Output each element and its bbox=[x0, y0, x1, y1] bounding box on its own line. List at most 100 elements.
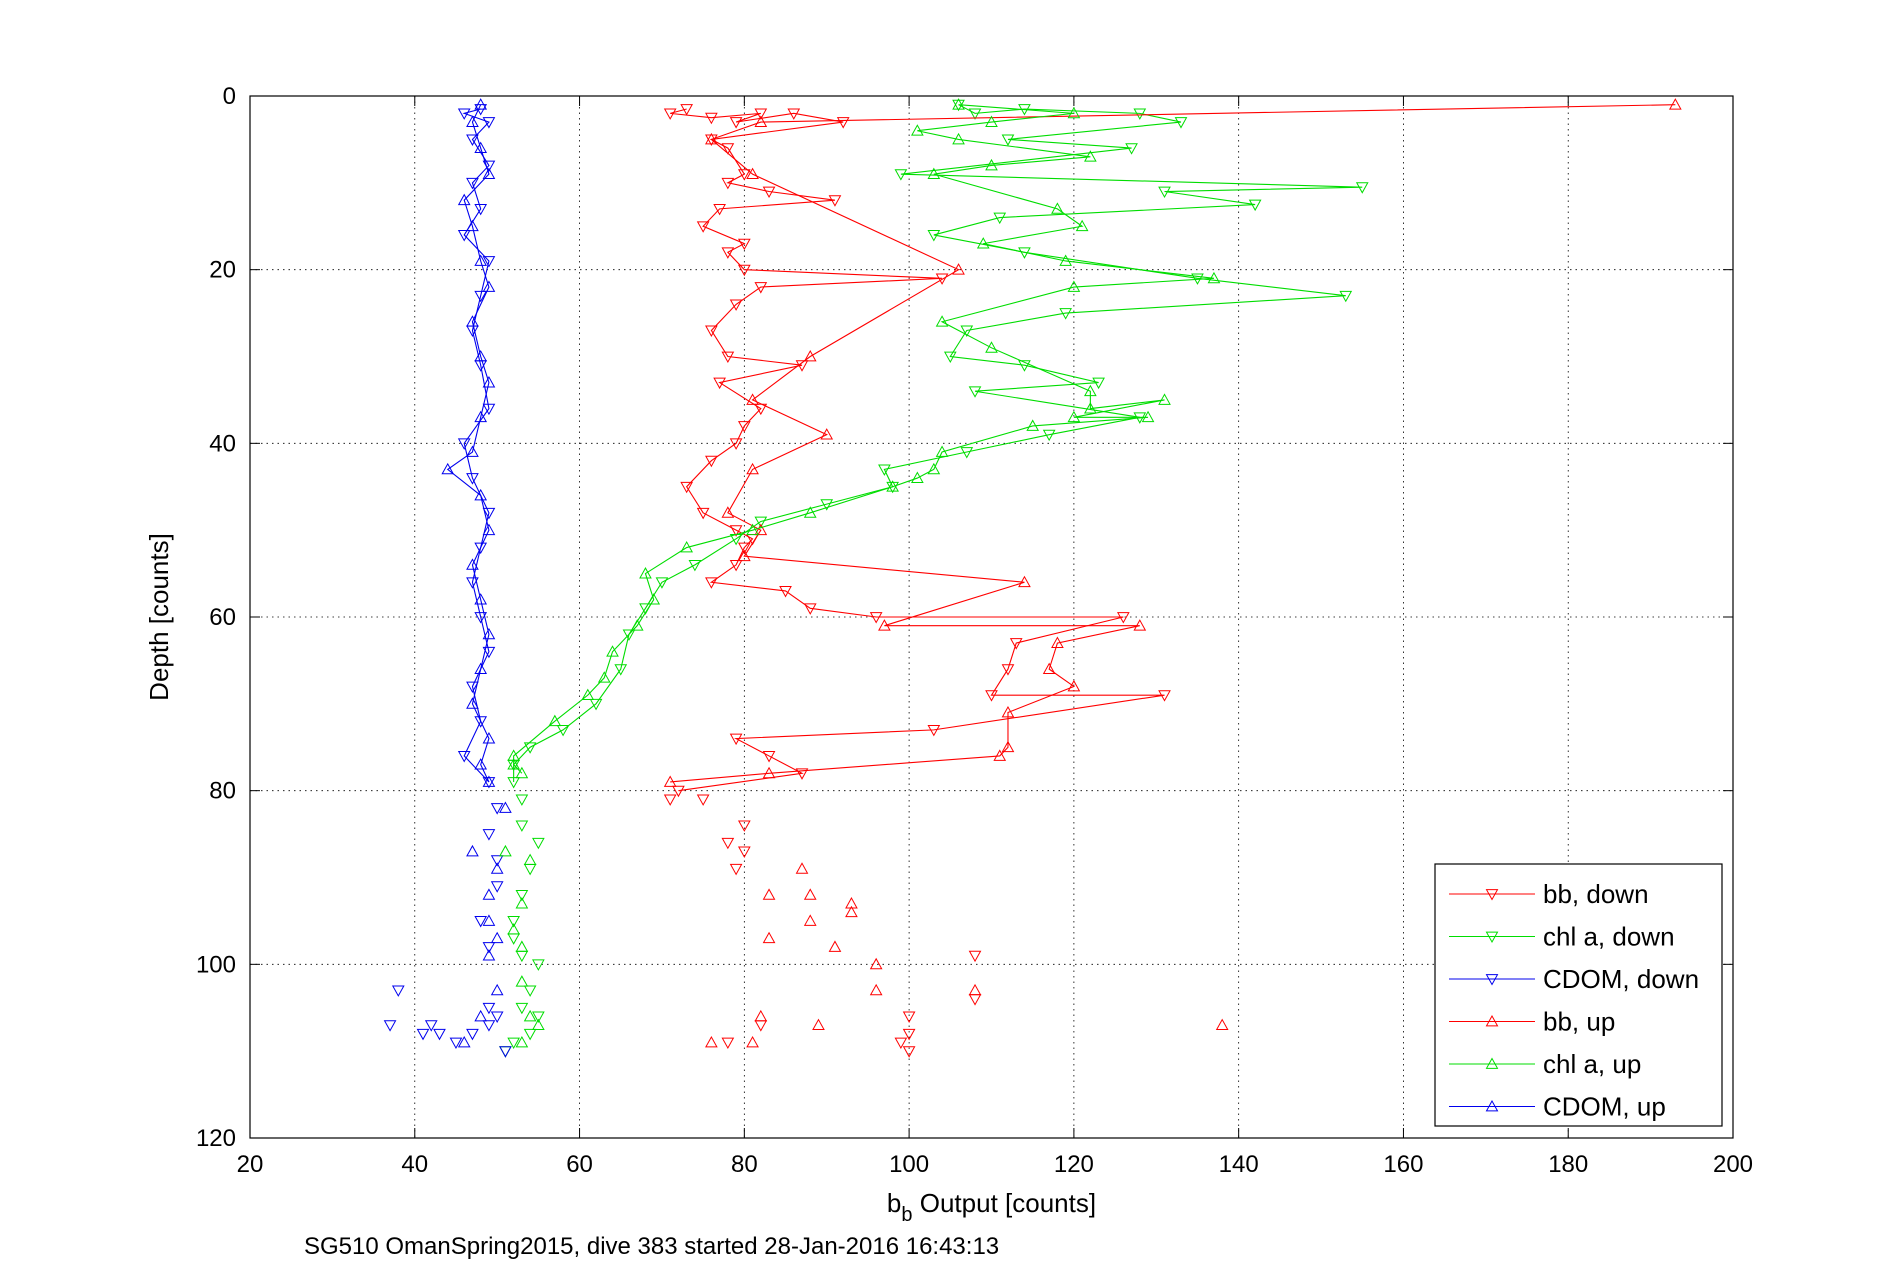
data-point bbox=[532, 1011, 545, 1023]
data-point bbox=[424, 1020, 438, 1032]
data-point bbox=[1067, 679, 1081, 692]
data-point bbox=[466, 577, 479, 589]
data-point bbox=[696, 507, 710, 520]
series-line-bb-up bbox=[670, 104, 1676, 783]
data-point bbox=[729, 733, 743, 746]
data-point bbox=[383, 1020, 397, 1032]
legend-marker-cdom-up bbox=[1485, 1099, 1499, 1112]
data-point bbox=[1668, 98, 1682, 110]
data-point bbox=[869, 612, 883, 624]
data-point bbox=[663, 108, 677, 120]
data-point bbox=[762, 766, 776, 779]
data-point bbox=[828, 940, 842, 952]
data-point bbox=[490, 855, 504, 867]
data-point bbox=[466, 473, 479, 485]
data-point bbox=[466, 445, 479, 457]
data-point bbox=[911, 124, 924, 136]
data-point bbox=[911, 471, 924, 483]
data-point bbox=[1001, 740, 1015, 753]
data-point bbox=[737, 542, 751, 555]
data-point bbox=[466, 134, 479, 146]
data-point bbox=[845, 905, 858, 918]
data-point bbox=[960, 325, 974, 337]
data-point bbox=[729, 117, 743, 129]
data-point bbox=[985, 341, 998, 353]
data-point bbox=[1042, 662, 1056, 674]
data-point bbox=[762, 186, 776, 199]
data-point bbox=[548, 714, 562, 727]
data-point bbox=[474, 141, 488, 153]
data-point bbox=[713, 203, 726, 216]
data-point bbox=[490, 803, 504, 815]
data-point bbox=[1215, 1018, 1229, 1031]
data-point bbox=[1355, 182, 1369, 194]
data-point bbox=[1174, 117, 1188, 129]
legend-marker-cdom-down bbox=[1485, 974, 1499, 986]
data-point bbox=[482, 777, 496, 789]
data-point bbox=[523, 985, 537, 997]
data-point bbox=[729, 525, 743, 537]
data-point bbox=[705, 455, 718, 468]
series-bb-down bbox=[663, 104, 1171, 1058]
series-line-bb-down bbox=[670, 108, 1165, 792]
data-point bbox=[1001, 664, 1015, 676]
data-point bbox=[795, 768, 809, 780]
data-point bbox=[754, 523, 768, 536]
legend-label-bb-up: bb, up bbox=[1543, 1007, 1615, 1037]
data-point bbox=[672, 785, 685, 798]
data-point bbox=[490, 931, 504, 944]
data-point bbox=[466, 558, 479, 570]
data-point bbox=[927, 230, 941, 242]
data-point bbox=[515, 897, 529, 909]
data-point bbox=[746, 393, 759, 405]
data-point bbox=[927, 462, 941, 475]
data-point bbox=[532, 1018, 545, 1031]
data-point bbox=[1084, 384, 1097, 397]
legend-marker-chl-a-down bbox=[1485, 931, 1499, 944]
data-point bbox=[869, 983, 883, 996]
data-point bbox=[729, 560, 743, 572]
legend-box bbox=[1434, 863, 1723, 1127]
data-point bbox=[737, 820, 751, 832]
data-point bbox=[482, 256, 496, 268]
data-point bbox=[622, 629, 636, 641]
data-point bbox=[482, 403, 496, 416]
data-point bbox=[1133, 108, 1147, 120]
data-point bbox=[515, 1035, 529, 1048]
y-tick-label: 120 bbox=[196, 1125, 236, 1152]
data-point bbox=[803, 888, 817, 900]
series-chl-a-up bbox=[499, 98, 1221, 1048]
data-point bbox=[721, 837, 735, 850]
data-point bbox=[482, 167, 496, 180]
data-point bbox=[960, 447, 974, 459]
series-layer bbox=[383, 98, 1682, 1058]
legend-label-cdom-up: CDOM, up bbox=[1543, 1092, 1666, 1122]
data-point bbox=[474, 1009, 488, 1022]
data-point bbox=[1067, 410, 1081, 423]
data-point bbox=[482, 888, 496, 900]
x-tick-label: 160 bbox=[1383, 1151, 1423, 1178]
data-point bbox=[1158, 186, 1171, 199]
series-chl-a-down bbox=[499, 99, 1369, 1058]
legend-label-chl-a-down: chl a, down bbox=[1543, 922, 1675, 952]
legend-marker-chl-a-up bbox=[1485, 1057, 1499, 1069]
data-point bbox=[507, 923, 520, 935]
data-point bbox=[457, 1035, 471, 1048]
data-point bbox=[968, 108, 982, 120]
data-point bbox=[482, 949, 496, 961]
y-tick-label: 60 bbox=[209, 604, 236, 631]
data-point bbox=[729, 299, 743, 311]
data-point bbox=[927, 724, 941, 737]
data-point bbox=[705, 134, 718, 146]
data-point bbox=[515, 766, 529, 779]
x-axis-label-rest: Output [counts] bbox=[913, 1188, 1097, 1218]
data-point bbox=[1051, 202, 1064, 214]
data-point bbox=[721, 351, 735, 364]
data-point bbox=[729, 863, 743, 876]
legend-label-bb-down: bb, down bbox=[1543, 879, 1649, 909]
legend-label-cdom-down: CDOM, down bbox=[1543, 964, 1699, 994]
data-point bbox=[515, 794, 529, 806]
data-point bbox=[1001, 134, 1015, 146]
data-point bbox=[927, 167, 941, 180]
series-line-chl-a-down bbox=[513, 104, 1363, 782]
